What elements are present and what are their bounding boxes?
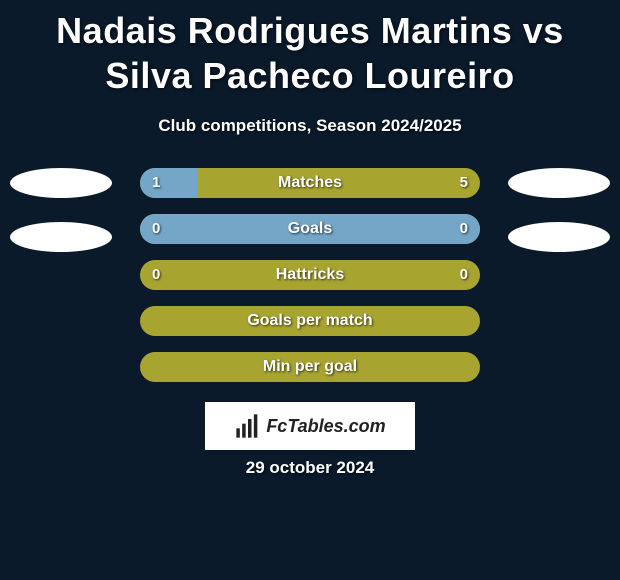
player-oval-right [508,222,610,252]
player-oval-left [10,222,112,252]
stat-right-value: 0 [460,214,468,244]
stat-row: Goals0 0 [0,206,620,252]
page-title: Nadais Rodrigues Martins vs Silva Pachec… [0,0,620,98]
stat-left-value: 1 [152,168,160,198]
stat-label: Goals per match [140,306,480,336]
stat-row: Min per goal [0,344,620,390]
stat-row: Hattricks0 0 [0,252,620,298]
stat-label: Goals [140,214,480,244]
stat-left-value: 0 [152,214,160,244]
player-oval-right [508,168,610,198]
stat-label: Matches [140,168,480,198]
logo-box: FcTables.com [205,402,415,450]
stat-right-value: 0 [460,260,468,290]
bars-icon [234,412,262,440]
stat-left-value: 0 [152,260,160,290]
stat-right-value: 5 [460,168,468,198]
logo-text: FcTables.com [266,416,385,437]
stat-label: Hattricks [140,260,480,290]
date-label: 29 october 2024 [0,458,620,478]
player-oval-left [10,168,112,198]
stat-row: Matches1 5 [0,160,620,206]
stat-row: Goals per match [0,298,620,344]
subtitle: Club competitions, Season 2024/2025 [0,116,620,136]
stat-label: Min per goal [140,352,480,382]
stats-container: Matches15Goals00Hattricks00Goals per mat… [0,160,620,390]
